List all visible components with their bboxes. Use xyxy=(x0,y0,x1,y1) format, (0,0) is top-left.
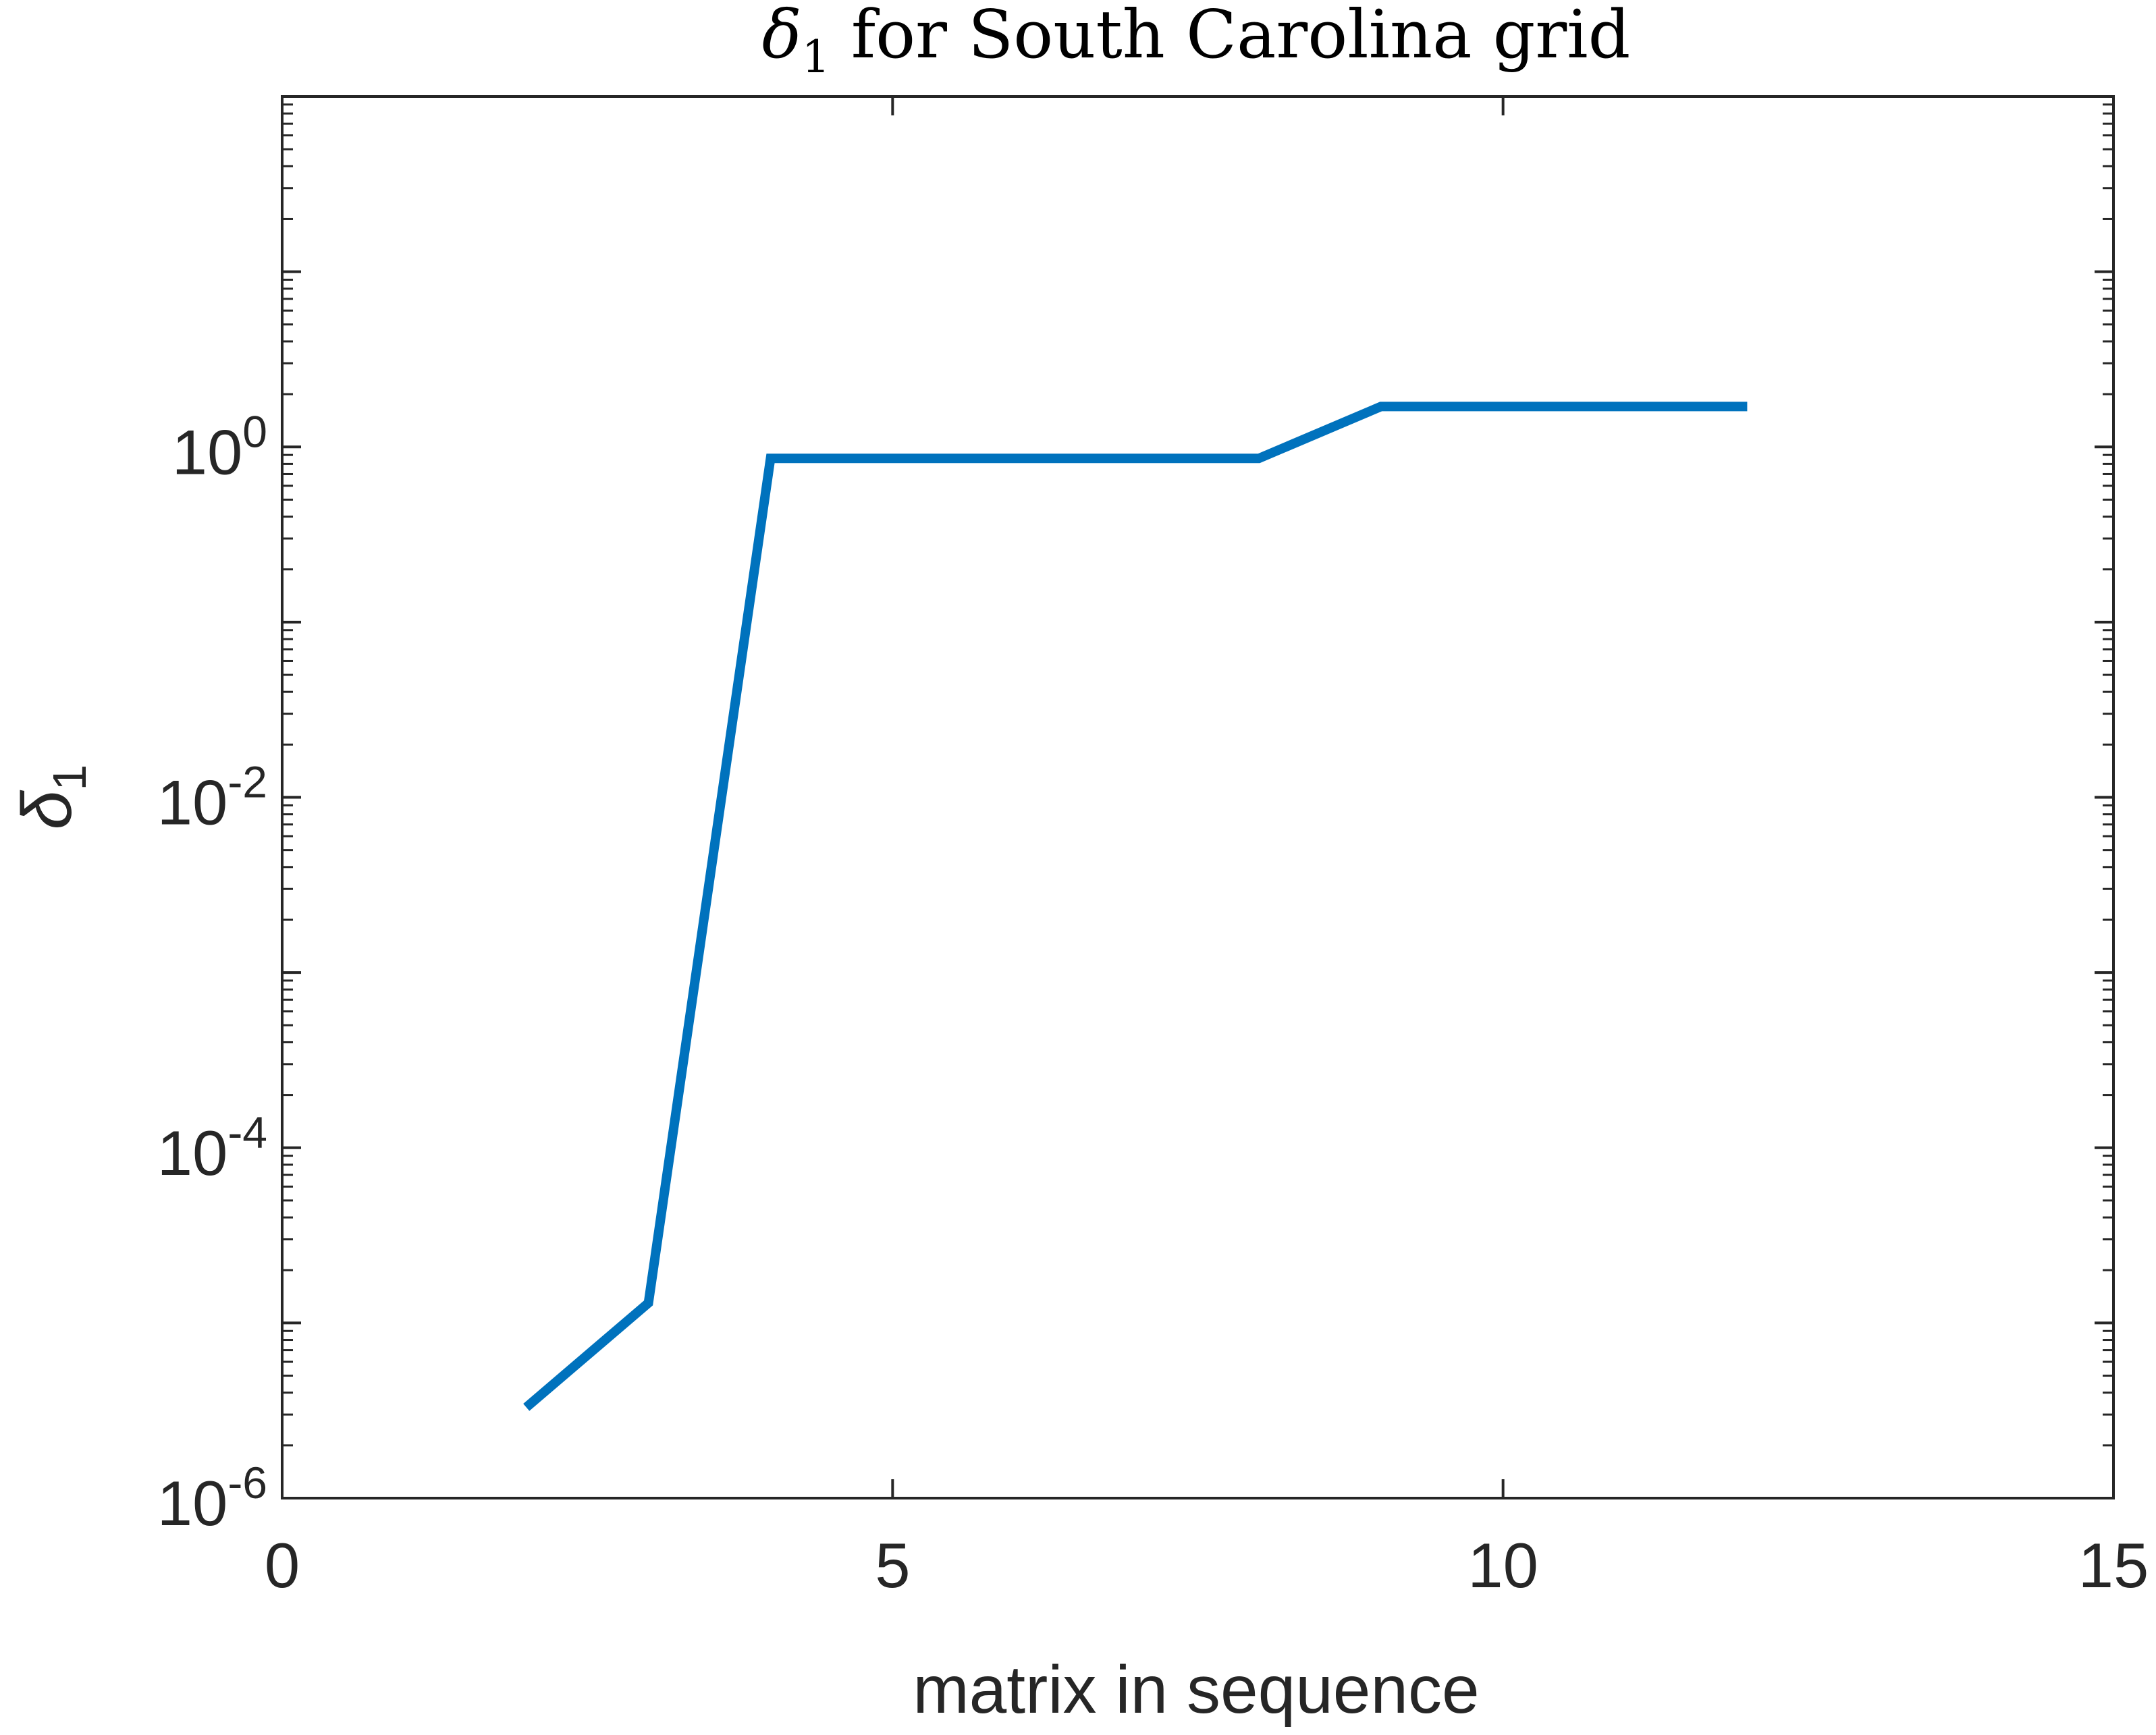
y-tick-label: 10-4 xyxy=(157,1107,267,1188)
x-tick-label: 15 xyxy=(2078,1530,2149,1601)
x-tick-label: 10 xyxy=(1467,1530,1538,1601)
y-tick-label-base: 10 xyxy=(157,767,228,838)
y-tick-label-exponent: -4 xyxy=(227,1107,267,1157)
y-tick-label-exponent: -6 xyxy=(227,1458,267,1508)
y-axis-label: δ1 xyxy=(8,765,96,830)
y-tick-label-base: 10 xyxy=(157,1118,228,1188)
y-label-subscript: 1 xyxy=(43,765,96,791)
y-label-symbol: δ xyxy=(8,790,86,829)
y-tick-label: 100 xyxy=(172,406,267,487)
title-subscript: 1 xyxy=(802,31,830,83)
y-tick-label: 10-6 xyxy=(157,1458,267,1539)
svg-text:δ1: δ1 xyxy=(8,765,96,830)
chart-title: δ1 for South Carolina grid xyxy=(762,0,1631,83)
x-axis-label: matrix in sequence xyxy=(913,1652,1479,1728)
title-rest: for South Carolina grid xyxy=(830,0,1631,74)
points-layer xyxy=(526,406,1748,1408)
x-tick-label: 0 xyxy=(265,1530,300,1601)
plot-area xyxy=(281,95,2115,1499)
y-tick-label-base: 10 xyxy=(157,1468,228,1539)
y-tick-label-base: 10 xyxy=(172,416,243,487)
title-symbol: δ xyxy=(762,0,802,74)
x-tick-label: 5 xyxy=(875,1530,910,1601)
y-tick-label-exponent: 0 xyxy=(242,406,267,456)
ticks-layer xyxy=(281,95,2115,1499)
y-tick-label: 10-2 xyxy=(157,757,267,838)
y-tick-label-exponent: -2 xyxy=(227,757,267,807)
